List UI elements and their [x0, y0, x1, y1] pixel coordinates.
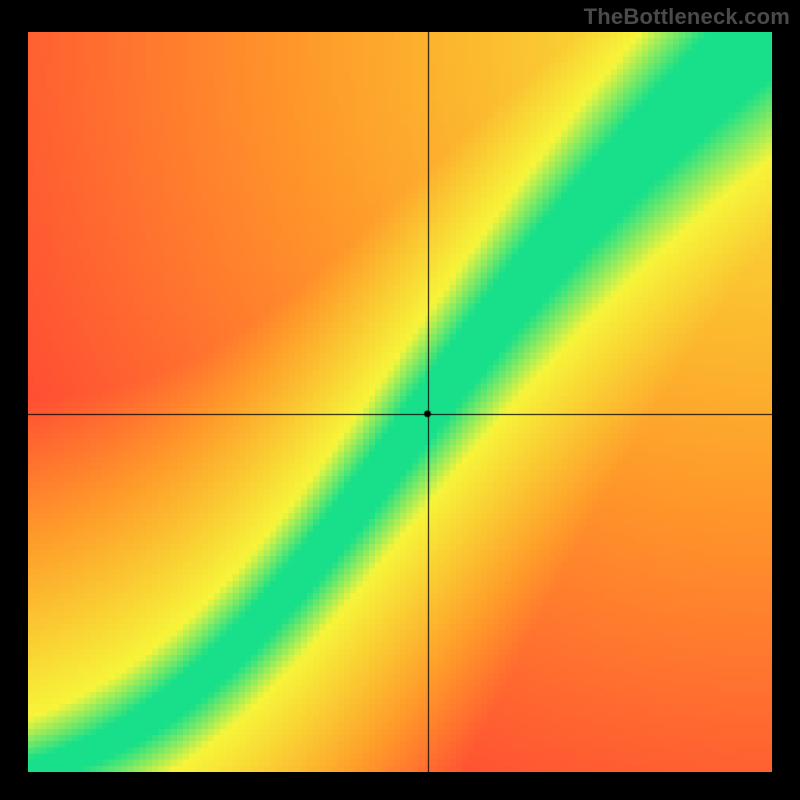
bottleneck-heatmap — [28, 32, 772, 772]
chart-container: { "watermark": { "text": "TheBottleneck.… — [0, 0, 800, 800]
watermark-text: TheBottleneck.com — [584, 4, 790, 30]
